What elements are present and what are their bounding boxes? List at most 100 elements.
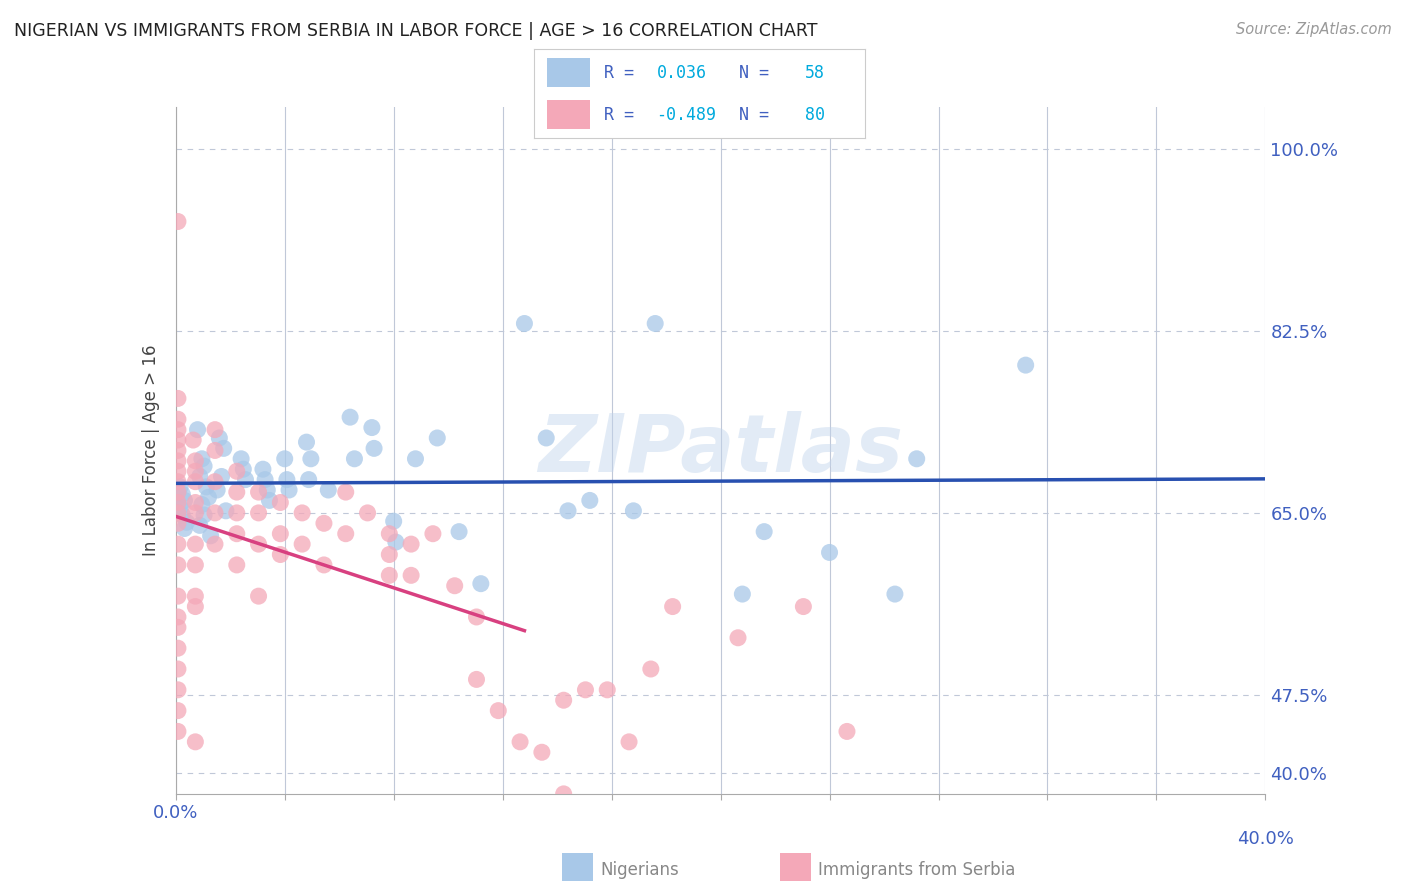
Point	[295, 435, 318, 450]
Point	[513, 317, 536, 331]
Point	[596, 682, 619, 697]
Point	[167, 537, 190, 551]
Point	[792, 599, 814, 614]
Point	[640, 662, 662, 676]
Point	[339, 410, 361, 425]
Point	[167, 506, 190, 520]
Point	[247, 589, 270, 603]
Point	[225, 464, 247, 478]
Point	[335, 526, 357, 541]
Point	[617, 735, 640, 749]
Point	[661, 599, 683, 614]
Point	[167, 589, 190, 603]
Point	[318, 483, 340, 497]
Point	[167, 214, 190, 228]
Point	[312, 516, 335, 531]
Point	[644, 317, 666, 331]
Point	[188, 518, 211, 533]
Text: NIGERIAN VS IMMIGRANTS FROM SERBIA IN LABOR FORCE | AGE > 16 CORRELATION CHART: NIGERIAN VS IMMIGRANTS FROM SERBIA IN LA…	[14, 22, 817, 40]
Point	[167, 443, 190, 458]
Point	[312, 558, 335, 572]
Text: N =: N =	[740, 63, 779, 82]
Point	[167, 724, 190, 739]
Point	[291, 537, 314, 551]
Point	[553, 693, 575, 707]
Point	[232, 462, 254, 476]
Text: R =: R =	[603, 105, 644, 124]
Point	[197, 490, 219, 504]
Point	[204, 537, 226, 551]
Point	[225, 558, 247, 572]
Text: -0.489: -0.489	[657, 105, 717, 124]
Point	[204, 475, 226, 489]
Point	[278, 483, 301, 497]
Bar	[547, 100, 591, 129]
Point	[167, 682, 190, 697]
Point	[465, 610, 488, 624]
Point	[195, 480, 218, 494]
Point	[184, 735, 207, 749]
Point	[247, 506, 270, 520]
Point	[399, 568, 422, 582]
Point	[167, 423, 190, 437]
Point	[225, 526, 247, 541]
Point	[443, 579, 465, 593]
Point	[399, 537, 422, 551]
Point	[378, 548, 401, 562]
Text: Immigrants from Serbia: Immigrants from Serbia	[818, 861, 1015, 879]
Point	[360, 420, 382, 434]
Point	[579, 493, 602, 508]
Point	[818, 545, 841, 559]
Point	[252, 462, 274, 476]
Point	[486, 704, 509, 718]
Point	[167, 704, 190, 718]
Point	[211, 469, 233, 483]
Bar	[547, 58, 591, 87]
Point	[731, 587, 754, 601]
Point	[905, 451, 928, 466]
Text: Source: ZipAtlas.com: Source: ZipAtlas.com	[1236, 22, 1392, 37]
Point	[426, 431, 449, 445]
Point	[167, 392, 190, 406]
Point	[363, 442, 385, 456]
Point	[378, 526, 401, 541]
Point	[191, 451, 214, 466]
Point	[530, 745, 553, 759]
Point	[225, 506, 247, 520]
Point	[184, 589, 207, 603]
Point	[470, 576, 492, 591]
Point	[184, 454, 207, 468]
Point	[167, 495, 190, 509]
Point	[274, 451, 297, 466]
Point	[200, 529, 222, 543]
Point	[557, 504, 579, 518]
Point	[204, 423, 226, 437]
Point	[621, 504, 644, 518]
Point	[167, 485, 190, 500]
Point	[884, 587, 907, 601]
Text: 40.0%: 40.0%	[1237, 830, 1294, 848]
Point	[215, 504, 238, 518]
Point	[173, 521, 195, 535]
Point	[422, 526, 444, 541]
Point	[208, 431, 231, 445]
Point	[1015, 358, 1038, 372]
Point	[254, 473, 277, 487]
Point	[167, 610, 190, 624]
Point	[167, 516, 190, 531]
Point	[167, 662, 190, 676]
Point	[172, 508, 194, 522]
Point	[276, 473, 298, 487]
Point	[447, 524, 470, 539]
Point	[184, 506, 207, 520]
Text: N =: N =	[740, 105, 779, 124]
Point	[509, 735, 531, 749]
Point	[754, 524, 776, 539]
Point	[184, 464, 207, 478]
Point	[335, 485, 357, 500]
Point	[256, 483, 278, 497]
Point	[181, 433, 204, 447]
Point	[269, 495, 291, 509]
Point	[298, 473, 321, 487]
Point	[212, 442, 235, 456]
